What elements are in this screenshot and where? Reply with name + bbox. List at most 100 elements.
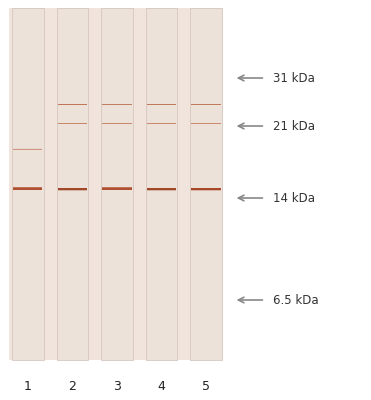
FancyBboxPatch shape bbox=[13, 188, 42, 190]
FancyBboxPatch shape bbox=[191, 123, 220, 124]
FancyBboxPatch shape bbox=[147, 188, 176, 190]
FancyBboxPatch shape bbox=[102, 104, 131, 105]
FancyBboxPatch shape bbox=[102, 188, 131, 190]
FancyBboxPatch shape bbox=[147, 188, 176, 190]
FancyBboxPatch shape bbox=[58, 188, 87, 190]
FancyBboxPatch shape bbox=[191, 104, 220, 105]
FancyBboxPatch shape bbox=[102, 187, 131, 189]
FancyBboxPatch shape bbox=[102, 123, 131, 124]
FancyBboxPatch shape bbox=[58, 189, 87, 191]
Text: 4: 4 bbox=[157, 380, 165, 393]
FancyBboxPatch shape bbox=[147, 104, 176, 105]
FancyBboxPatch shape bbox=[13, 148, 42, 150]
FancyBboxPatch shape bbox=[102, 104, 131, 105]
FancyBboxPatch shape bbox=[147, 104, 176, 105]
FancyBboxPatch shape bbox=[13, 188, 42, 190]
FancyBboxPatch shape bbox=[191, 188, 220, 190]
FancyBboxPatch shape bbox=[191, 188, 220, 190]
Text: 5: 5 bbox=[202, 380, 210, 393]
FancyBboxPatch shape bbox=[13, 149, 42, 150]
FancyBboxPatch shape bbox=[58, 188, 87, 190]
FancyBboxPatch shape bbox=[58, 104, 87, 105]
FancyBboxPatch shape bbox=[102, 188, 131, 190]
FancyBboxPatch shape bbox=[13, 188, 42, 190]
FancyBboxPatch shape bbox=[102, 104, 131, 105]
FancyBboxPatch shape bbox=[102, 104, 131, 105]
FancyBboxPatch shape bbox=[147, 123, 176, 124]
FancyBboxPatch shape bbox=[13, 148, 42, 150]
FancyBboxPatch shape bbox=[145, 8, 177, 360]
FancyBboxPatch shape bbox=[147, 189, 176, 190]
FancyBboxPatch shape bbox=[147, 104, 176, 105]
FancyBboxPatch shape bbox=[102, 123, 131, 124]
FancyBboxPatch shape bbox=[58, 188, 87, 190]
FancyBboxPatch shape bbox=[102, 123, 131, 124]
FancyBboxPatch shape bbox=[58, 104, 87, 105]
FancyBboxPatch shape bbox=[147, 104, 176, 105]
FancyBboxPatch shape bbox=[102, 123, 131, 124]
FancyBboxPatch shape bbox=[102, 188, 131, 190]
FancyBboxPatch shape bbox=[102, 123, 131, 124]
FancyBboxPatch shape bbox=[58, 104, 87, 105]
FancyBboxPatch shape bbox=[191, 189, 220, 190]
FancyBboxPatch shape bbox=[147, 188, 176, 190]
FancyBboxPatch shape bbox=[102, 188, 131, 189]
FancyBboxPatch shape bbox=[102, 104, 131, 105]
FancyBboxPatch shape bbox=[191, 104, 220, 105]
FancyBboxPatch shape bbox=[102, 123, 131, 124]
FancyBboxPatch shape bbox=[191, 104, 220, 105]
Text: 3: 3 bbox=[113, 380, 121, 393]
FancyBboxPatch shape bbox=[147, 188, 176, 190]
FancyBboxPatch shape bbox=[191, 123, 220, 124]
FancyBboxPatch shape bbox=[147, 123, 176, 124]
FancyBboxPatch shape bbox=[13, 149, 42, 150]
FancyBboxPatch shape bbox=[191, 188, 220, 190]
FancyBboxPatch shape bbox=[58, 189, 87, 190]
FancyBboxPatch shape bbox=[191, 123, 220, 124]
FancyBboxPatch shape bbox=[191, 104, 220, 105]
FancyBboxPatch shape bbox=[191, 123, 220, 124]
FancyBboxPatch shape bbox=[191, 188, 220, 190]
FancyBboxPatch shape bbox=[191, 123, 220, 124]
FancyBboxPatch shape bbox=[58, 188, 87, 190]
FancyBboxPatch shape bbox=[58, 123, 87, 124]
FancyBboxPatch shape bbox=[13, 187, 42, 189]
FancyBboxPatch shape bbox=[102, 187, 131, 189]
FancyBboxPatch shape bbox=[147, 123, 176, 124]
FancyBboxPatch shape bbox=[102, 188, 131, 190]
FancyBboxPatch shape bbox=[191, 123, 220, 124]
FancyBboxPatch shape bbox=[58, 104, 87, 105]
FancyBboxPatch shape bbox=[58, 189, 87, 190]
FancyBboxPatch shape bbox=[147, 104, 176, 105]
FancyBboxPatch shape bbox=[58, 104, 87, 105]
FancyBboxPatch shape bbox=[13, 149, 42, 150]
Text: 1: 1 bbox=[24, 380, 32, 393]
Text: 14 kDa: 14 kDa bbox=[273, 192, 315, 204]
FancyBboxPatch shape bbox=[13, 188, 42, 190]
FancyBboxPatch shape bbox=[191, 104, 220, 105]
FancyBboxPatch shape bbox=[147, 104, 176, 105]
FancyBboxPatch shape bbox=[58, 123, 87, 124]
FancyBboxPatch shape bbox=[191, 188, 220, 190]
FancyBboxPatch shape bbox=[147, 104, 176, 105]
FancyBboxPatch shape bbox=[191, 104, 220, 105]
FancyBboxPatch shape bbox=[102, 188, 131, 190]
FancyBboxPatch shape bbox=[102, 188, 131, 190]
FancyBboxPatch shape bbox=[58, 123, 87, 124]
FancyBboxPatch shape bbox=[58, 188, 87, 190]
FancyBboxPatch shape bbox=[13, 187, 42, 189]
FancyBboxPatch shape bbox=[147, 123, 176, 124]
FancyBboxPatch shape bbox=[58, 104, 87, 105]
FancyBboxPatch shape bbox=[58, 104, 87, 105]
FancyBboxPatch shape bbox=[147, 123, 176, 124]
Text: 31 kDa: 31 kDa bbox=[273, 72, 315, 84]
FancyBboxPatch shape bbox=[102, 104, 131, 105]
FancyBboxPatch shape bbox=[191, 189, 220, 191]
FancyBboxPatch shape bbox=[191, 188, 220, 190]
FancyBboxPatch shape bbox=[58, 123, 87, 124]
FancyBboxPatch shape bbox=[191, 104, 220, 105]
FancyBboxPatch shape bbox=[191, 104, 220, 105]
FancyBboxPatch shape bbox=[102, 188, 131, 190]
FancyBboxPatch shape bbox=[147, 123, 176, 124]
FancyBboxPatch shape bbox=[102, 188, 131, 189]
